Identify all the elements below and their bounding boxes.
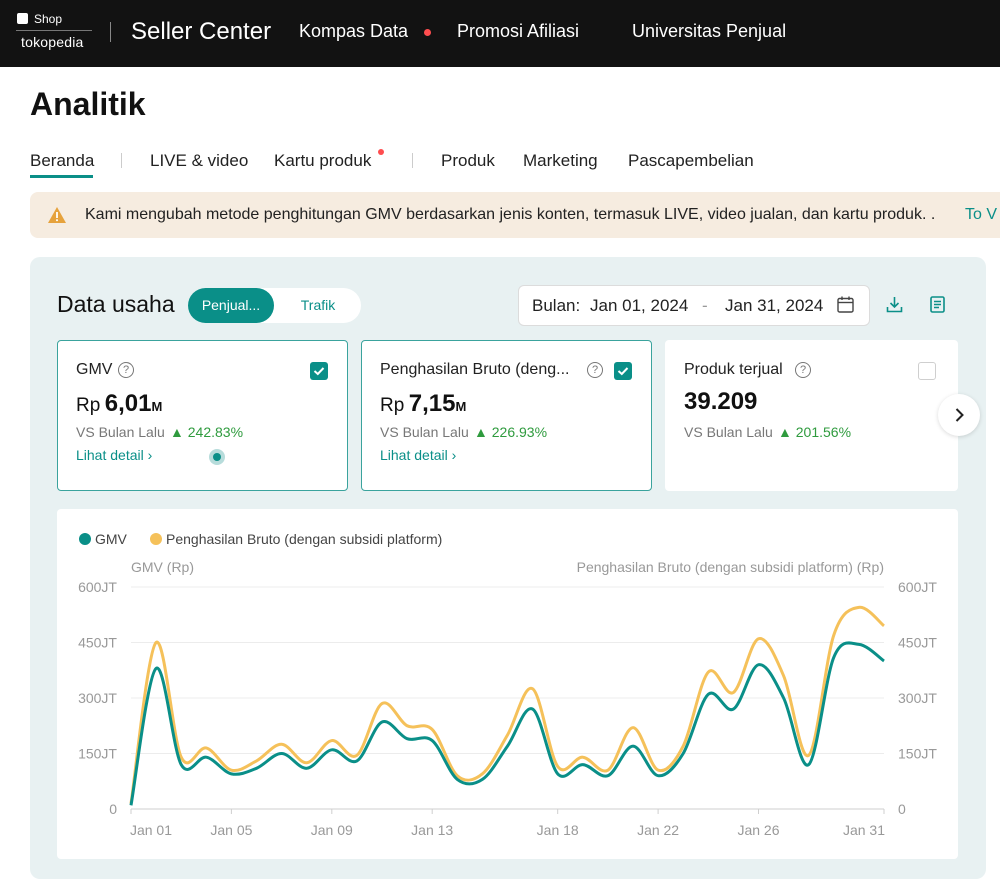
banner-message: Kami mengubah metode penghitungan GMV be… (85, 206, 936, 223)
chart-card (57, 509, 958, 859)
metric-card-gmv[interactable] (57, 340, 348, 491)
tab-live-video[interactable]: LIVE & video (150, 151, 249, 170)
tab-produk[interactable]: Produk (441, 151, 495, 170)
y-axis-right-title: Penghasilan Bruto (dengan subsidi platfo… (576, 559, 884, 575)
tokopedia-logo[interactable]: Shop tokopedia (16, 12, 94, 54)
metric-title: Penghasilan Bruto (deng... (380, 361, 570, 378)
growth-value: ▲ 226.93% (474, 424, 548, 440)
download-icon[interactable] (886, 296, 903, 313)
y-tick-right: 0 (898, 801, 906, 817)
x-tick-label: Jan 18 (537, 822, 579, 838)
metric-card-produk-terjual[interactable] (665, 340, 958, 491)
calendar-icon[interactable] (837, 296, 854, 313)
y-tick-right: 450JT (898, 635, 937, 651)
comparison-label: VS Bulan Lalu (684, 424, 773, 440)
mouse-cursor-indicator (209, 449, 225, 465)
metric-value: 39.209 (684, 388, 758, 415)
section-title: Data usaha (57, 291, 175, 317)
y-tick-left: 600JT (78, 579, 117, 595)
warning-icon (48, 207, 66, 223)
shop-bag-icon (17, 13, 28, 24)
tab-new-dot (378, 149, 384, 155)
check-icon (313, 367, 325, 376)
banner-link[interactable]: To V (965, 206, 998, 223)
logo-divider (16, 30, 92, 31)
tab-divider (121, 153, 122, 168)
metric-value: Rp 6,01M (76, 390, 163, 417)
legend-penghasilan[interactable]: Penghasilan Bruto (dengan subsidi platfo… (166, 531, 443, 547)
metric-checkbox[interactable] (310, 362, 328, 380)
help-icon[interactable]: ? (118, 362, 134, 378)
y-tick-right: 600JT (898, 579, 937, 595)
x-tick-label: Jan 22 (637, 822, 679, 838)
y-tick-left: 150JT (78, 746, 117, 762)
metric-value: Rp 7,15M (380, 390, 467, 417)
metric-title: GMV (76, 361, 113, 378)
x-tick-label: Jan 01 (130, 822, 172, 838)
report-icon[interactable] (929, 296, 946, 313)
growth-value: ▲ 242.83% (170, 424, 244, 440)
comparison-label: VS Bulan Lalu (76, 424, 165, 440)
x-tick-label: Jan 13 (411, 822, 453, 838)
chevron-right-icon (955, 408, 964, 422)
date-label: Bulan: (532, 296, 581, 315)
metric-checkbox[interactable] (614, 362, 632, 380)
comparison-label: VS Bulan Lalu (380, 424, 469, 440)
check-icon (617, 367, 629, 376)
next-cards-button[interactable] (938, 394, 980, 436)
legend-dot-gmv (79, 533, 91, 545)
notification-dot (424, 29, 431, 36)
help-icon[interactable]: ? (795, 362, 811, 378)
tab-divider (412, 153, 413, 168)
tab-beranda[interactable]: Beranda (30, 151, 95, 170)
y-tick-left: 450JT (78, 635, 117, 651)
y-tick-right: 150JT (898, 746, 937, 762)
logo-brand-text: tokopedia (21, 34, 84, 50)
see-detail-link[interactable]: Lihat detail › (76, 447, 153, 463)
y-tick-left: 0 (109, 801, 117, 817)
nav-universitas-penjual[interactable]: Universitas Penjual (632, 21, 787, 41)
app-title[interactable]: Seller Center (131, 18, 272, 45)
legend-dot-penghasilan (150, 533, 162, 545)
tab-marketing[interactable]: Marketing (523, 151, 598, 170)
topbar-divider (110, 22, 111, 42)
series-line-gmv[interactable] (129, 641, 885, 806)
legend-gmv[interactable]: GMV (95, 531, 127, 547)
growth-value: ▲ 201.56% (778, 424, 852, 440)
toggle-trafik[interactable]: Trafik (300, 297, 336, 313)
info-banner (30, 192, 1000, 238)
y-axis-left-title: GMV (Rp) (131, 559, 194, 575)
page-title: Analitik (30, 86, 146, 122)
nav-promosi-afiliasi[interactable]: Promosi Afiliasi (457, 21, 580, 41)
x-tick-label: Jan 05 (210, 822, 252, 838)
top-bar: Shop tokopedia Seller Center Kompas Data… (0, 0, 1000, 67)
toggle-penjualan[interactable]: Penjual... (188, 288, 274, 323)
see-detail-link[interactable]: Lihat detail › (380, 447, 457, 463)
date-separator: - (702, 296, 708, 315)
date-from[interactable]: Jan 01, 2024 (590, 296, 689, 315)
metric-title: Produk terjual (684, 361, 783, 378)
metric-card-penghasilan-bruto[interactable] (361, 340, 652, 491)
date-to[interactable]: Jan 31, 2024 (725, 296, 824, 315)
tab-pascapembelian[interactable]: Pascapembelian (628, 151, 754, 170)
nav-kompas-data[interactable]: Kompas Data (299, 21, 409, 41)
active-tab-indicator (30, 175, 93, 178)
tab-kartu-produk[interactable]: Kartu produk (274, 151, 372, 170)
x-tick-label: Jan 09 (311, 822, 353, 838)
x-tick-label: Jan 31 (843, 822, 885, 838)
y-tick-left: 300JT (78, 690, 117, 706)
help-icon[interactable]: ? (587, 362, 603, 378)
logo-shop-text: Shop (34, 12, 63, 26)
metric-checkbox[interactable] (918, 362, 936, 380)
x-tick-label: Jan 26 (737, 822, 779, 838)
series-line-penghasilan-bruto[interactable] (129, 605, 885, 804)
y-tick-right: 300JT (898, 690, 937, 706)
date-range-picker[interactable] (518, 285, 870, 326)
